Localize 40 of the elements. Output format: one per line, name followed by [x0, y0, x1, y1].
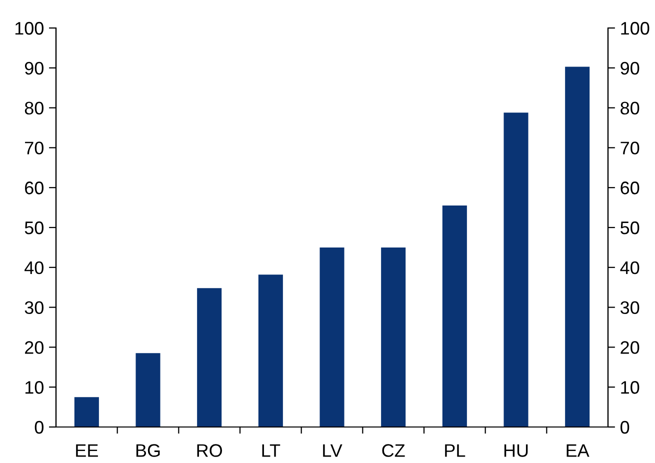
x-tick-label: RO	[197, 444, 222, 457]
x-tick-label: CZ	[382, 444, 405, 457]
x-tick-label: HU	[504, 444, 528, 457]
y-tick-label: 60	[25, 182, 44, 194]
y-tick-label: 20	[25, 341, 44, 354]
bar	[74, 397, 99, 427]
y2-tick-label: 80	[620, 102, 640, 115]
y2-tick-label: 100	[621, 22, 650, 35]
y2-tick-label: 10	[621, 381, 640, 394]
y2-tick-label: 0	[620, 420, 630, 434]
y-tick-label: 100	[15, 22, 44, 35]
bar	[504, 112, 528, 427]
bar	[381, 247, 406, 427]
x-tick-label: LV	[323, 444, 342, 457]
bar	[258, 274, 283, 427]
x-tick-label: LT	[262, 444, 280, 457]
bar	[197, 288, 222, 427]
x-tick-label: EA	[566, 444, 590, 457]
y-tick-label: 30	[24, 301, 44, 314]
bar	[565, 66, 590, 427]
y2-tick-label: 60	[620, 182, 640, 194]
y-tick-label: 90	[24, 62, 44, 75]
y-tick-label: 80	[24, 102, 44, 115]
x-tick-label: PL	[445, 444, 466, 457]
y-tick-label: 0	[34, 420, 44, 434]
y-tick-label: 40	[24, 261, 44, 274]
bar	[442, 206, 467, 427]
x-tick-label: BG	[136, 444, 160, 457]
bar	[136, 353, 160, 427]
y-tick-label: 50	[24, 221, 44, 234]
y2-tick-label: 90	[620, 62, 640, 75]
y2-tick-label: 20	[620, 341, 640, 354]
bar	[320, 247, 344, 427]
y2-tick-label: 30	[620, 301, 640, 314]
y-tick-label: 70	[25, 142, 44, 154]
y-tick-label: 10	[25, 381, 44, 394]
y2-tick-label: 50	[620, 221, 640, 234]
y2-tick-label: 40	[620, 261, 640, 274]
y2-tick-label: 70	[620, 142, 640, 154]
x-tick-label: EE	[76, 444, 98, 457]
